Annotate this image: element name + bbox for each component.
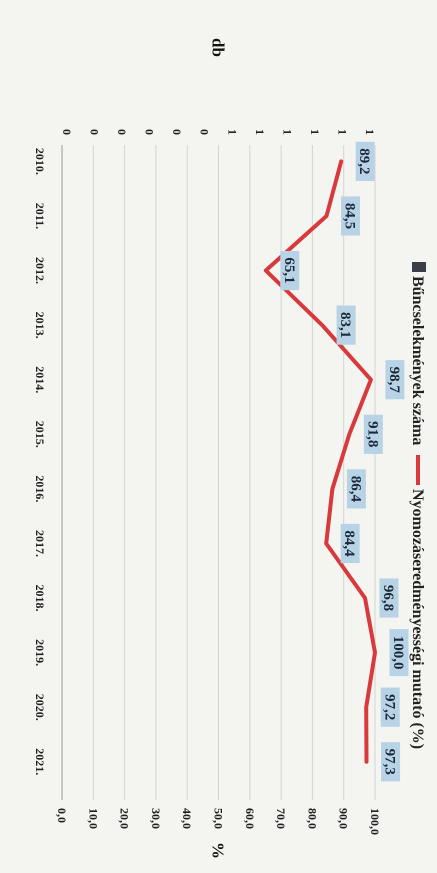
left-tick-label: 0 <box>115 129 129 135</box>
x-tick-label: 2010. <box>33 148 47 175</box>
data-label: 98,7 <box>386 367 402 394</box>
data-label: 97,2 <box>381 694 397 720</box>
x-tick-label: 2014. <box>33 366 47 393</box>
data-labels: 89,2 84,5 65,1 83,1 98,7 91,8 86,4 84,4 96,8 100,… <box>280 141 409 782</box>
left-tick-label: 0 <box>170 129 184 135</box>
right-tick-label: 0,0 <box>55 808 69 823</box>
right-tick-label: 70,0 <box>274 808 288 829</box>
data-label-box <box>381 742 401 782</box>
left-tick-label: 1 <box>253 129 267 135</box>
legend: Bűncselekmények száma Nyomozáseredményes… <box>409 262 426 749</box>
data-label: 91,8 <box>364 421 380 447</box>
right-tick-label: 80,0 <box>305 808 319 829</box>
data-label-box <box>280 250 300 291</box>
x-tick-label: 2019. <box>33 639 47 666</box>
legend-swatch-line <box>416 455 420 485</box>
right-tick-label: 90,0 <box>337 808 351 829</box>
right-tick-label: 100,0 <box>368 808 382 835</box>
x-tick-label: 2011. <box>33 203 47 229</box>
legend-label-bar: Bűncselekmények száma <box>409 276 426 445</box>
left-axis-label: db <box>209 38 228 57</box>
right-tick-label: 30,0 <box>149 808 163 829</box>
left-axis-ticks: 1 1 1 1 1 1 0 0 0 0 0 0 <box>60 129 377 135</box>
left-tick-label: 1 <box>335 129 349 135</box>
left-tick-label: 1 <box>225 129 239 135</box>
data-label: 84,4 <box>341 530 357 557</box>
x-tick-label: 2016. <box>33 475 47 502</box>
data-label-box <box>340 523 360 564</box>
data-label-box <box>389 629 409 677</box>
left-tick-label: 0 <box>143 129 157 135</box>
x-tick-label: 2015. <box>33 421 47 448</box>
data-label-box <box>340 196 360 236</box>
data-label: 86,4 <box>347 476 363 503</box>
x-tick-label: 2018. <box>33 585 47 612</box>
left-tick-label: 0 <box>60 129 74 135</box>
data-label-box <box>336 305 356 345</box>
x-tick-label: 2013. <box>33 312 47 339</box>
x-tick-label: 2020. <box>33 694 47 721</box>
right-tick-label: 20,0 <box>118 808 132 829</box>
data-label: 84,5 <box>341 203 357 229</box>
left-tick-label: 1 <box>363 129 377 135</box>
right-axis-label: % <box>209 842 228 859</box>
data-label: 100,0 <box>390 636 406 670</box>
legend-swatch-bar <box>412 262 426 272</box>
left-tick-label: 1 <box>280 129 294 135</box>
left-tick-label: 0 <box>88 129 102 135</box>
data-label-box <box>355 141 375 181</box>
series-line-nyomozas <box>263 159 377 764</box>
data-label-box <box>379 578 399 618</box>
legend-label-line: Nyomozáseredményességi mutató (%) <box>409 489 426 749</box>
x-tick-label: 2017. <box>33 530 47 557</box>
data-label-box <box>346 469 366 509</box>
data-label: 89,2 <box>356 148 372 174</box>
right-tick-label: 60,0 <box>243 808 257 829</box>
left-tick-label: 1 <box>308 129 322 135</box>
data-label: 65,1 <box>281 257 297 283</box>
x-axis-ticks: 2010. 2011. 2012. 2013. 2014. 2015. 2016. 2017.… <box>33 148 47 775</box>
left-tick-label: 0 <box>198 129 212 135</box>
data-label: 96,8 <box>380 585 396 611</box>
data-label-box <box>363 414 383 454</box>
right-axis-ticks: 100,0 90,0 80,0 70,0 60,0 50,0 40,0 30,0 20,0 10,… <box>55 808 382 835</box>
data-label-box <box>385 360 405 400</box>
data-label-box <box>380 687 400 727</box>
data-label: 97,3 <box>382 749 398 775</box>
x-tick-label: 2012. <box>33 257 47 284</box>
x-tick-label: 2021. <box>33 748 47 775</box>
right-tick-label: 10,0 <box>86 808 100 829</box>
gridlines <box>61 145 376 800</box>
right-tick-label: 50,0 <box>212 808 226 829</box>
data-label: 83,1 <box>337 312 353 338</box>
right-tick-label: 40,0 <box>180 808 194 829</box>
